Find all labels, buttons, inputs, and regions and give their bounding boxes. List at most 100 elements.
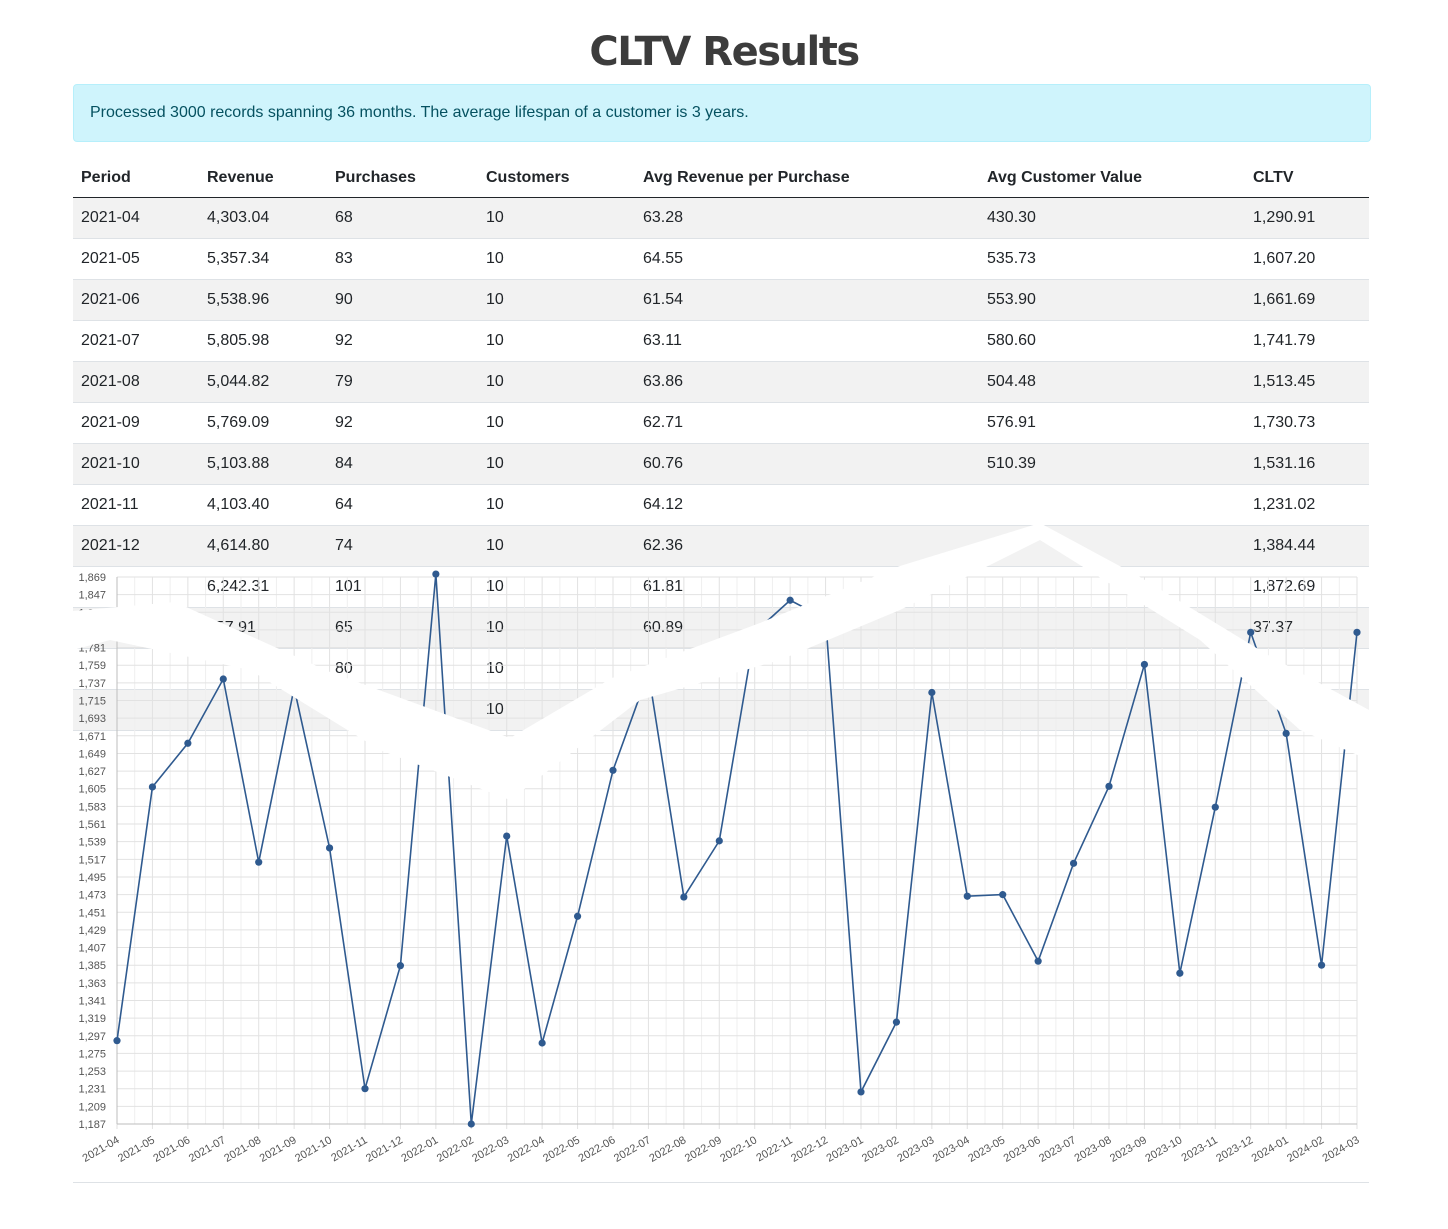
table-cell: 90	[327, 279, 478, 321]
table-cell: 2021-09	[73, 402, 199, 444]
table-cell: 62.71	[635, 402, 979, 444]
table-cell: 83	[327, 238, 478, 280]
table-cell: 1,661.69	[1245, 279, 1369, 321]
table-cell: 10	[478, 197, 635, 239]
x-tick-label: 2022-04	[506, 1134, 547, 1165]
table-cell: 10	[478, 279, 635, 321]
table-row: 2021-08 5,044.82 79 10 63.86 504.48 1,513.45	[73, 361, 1369, 403]
table-row: 2021-11 4,103.40 64 10 64.12 1,231.02	[73, 484, 1369, 526]
table-cell: 10	[478, 484, 635, 526]
x-tick-label: 2022-07	[612, 1134, 653, 1165]
table-cell	[979, 648, 1245, 690]
data-point	[715, 837, 723, 845]
table-cell	[635, 648, 979, 690]
table-cell: 64	[327, 484, 478, 526]
data-point	[1317, 961, 1326, 969]
table-cell: 10	[478, 525, 635, 567]
data-point	[573, 912, 582, 920]
table-row: 80 10	[73, 648, 1369, 690]
data-point	[680, 893, 688, 901]
table-cell: 10	[478, 361, 635, 403]
x-tick-label: 2022-05	[541, 1134, 582, 1165]
data-point	[538, 1039, 546, 1047]
table-row: 957.91 65 10 60.89 37.37	[73, 607, 1369, 649]
table-cell: 1,384.44	[1245, 525, 1369, 567]
bottom-divider	[73, 1182, 1369, 1183]
data-point	[1034, 957, 1042, 965]
results-table: Period Revenue Purchases Customers Avg Reven…	[73, 158, 1369, 731]
table-row: 2021-12 4,614.80 74 10 62.36 1,384.44	[73, 525, 1369, 567]
page-title: CLTV Results	[589, 29, 860, 75]
table-cell: 60.76	[635, 443, 979, 485]
x-tick-label: 2023-12	[1214, 1134, 1255, 1165]
table-cell: 10	[478, 566, 635, 608]
y-tick-label: 1,407	[78, 943, 106, 955]
table-cell: 10	[478, 402, 635, 444]
x-tick-label: 2021-08	[222, 1134, 263, 1165]
data-point	[1176, 969, 1184, 977]
y-tick-label: 1,649	[78, 748, 106, 760]
table-cell: 1,513.45	[1245, 361, 1369, 403]
table-cell: 2021-04	[73, 197, 199, 239]
table-cell	[979, 607, 1245, 649]
y-tick-label: 1,473	[78, 890, 106, 902]
y-tick-label: 1,341	[78, 995, 106, 1007]
data-point	[467, 1120, 475, 1128]
data-point	[113, 1037, 121, 1045]
table-cell	[199, 648, 327, 690]
data-point	[963, 892, 971, 900]
data-point	[1211, 803, 1219, 811]
table-cell: 430.30	[979, 197, 1245, 239]
table-row: 2021-06 5,538.96 90 10 61.54 553.90 1,661.69	[73, 279, 1369, 321]
x-tick-label: 2023-09	[1108, 1134, 1149, 1165]
x-tick-label: 2023-03	[895, 1134, 936, 1165]
x-tick-label: 2022-09	[683, 1134, 724, 1165]
x-tick-label: 2021-10	[293, 1134, 334, 1165]
table-cell	[635, 689, 979, 731]
data-point	[999, 891, 1007, 899]
x-tick-label: 2023-05	[966, 1134, 1007, 1165]
column-header: Period	[73, 158, 199, 198]
table-cell: 5,538.96	[199, 279, 327, 321]
x-tick-label: 2022-10	[718, 1134, 759, 1165]
x-tick-label: 2023-07	[1037, 1134, 1078, 1165]
x-tick-label: 2021-11	[329, 1134, 369, 1164]
table-row: 2021-04 4,303.04 68 10 63.28 430.30 1,290.91	[73, 197, 1369, 239]
table-cell: 10	[478, 320, 635, 362]
table-cell: 64.12	[635, 484, 979, 526]
x-tick-label: 2023-06	[1002, 1134, 1043, 1165]
table-cell: 80	[327, 648, 478, 690]
data-point	[184, 739, 192, 747]
table-cell	[73, 648, 199, 690]
table-cell: 553.90	[979, 279, 1245, 321]
table-cell: 1,730.73	[1245, 402, 1369, 444]
table-cell: 1,607.20	[1245, 238, 1369, 280]
table-cell: 2021-11	[73, 484, 199, 526]
x-tick-label: 2024-01	[1250, 1134, 1291, 1165]
y-tick-label: 1,209	[78, 1101, 106, 1113]
table-cell: 63.11	[635, 320, 979, 362]
table-cell: 65	[327, 607, 478, 649]
table-cell: 2021-05	[73, 238, 199, 280]
table-cell: 535.73	[979, 238, 1245, 280]
x-tick-label: 2022-02	[435, 1134, 476, 1165]
y-tick-label: 1,539	[78, 837, 106, 849]
y-tick-label: 1,451	[78, 907, 106, 919]
table-cell: 4,614.80	[199, 525, 327, 567]
data-point	[609, 766, 617, 774]
table-cell	[73, 566, 199, 608]
y-tick-label: 1,363	[78, 978, 106, 990]
table-cell	[979, 484, 1245, 526]
table-cell	[979, 525, 1245, 567]
table-cell: 74	[327, 525, 478, 567]
table-cell: 10	[478, 443, 635, 485]
table-cell: 576.91	[979, 402, 1245, 444]
table-cell: 10	[478, 648, 635, 690]
x-tick-label: 2023-08	[1073, 1134, 1114, 1165]
table-cell: 504.48	[979, 361, 1245, 403]
data-point	[1069, 859, 1078, 867]
table-cell: 2021-12	[73, 525, 199, 567]
column-header: Avg Revenue per Purchase	[635, 158, 979, 198]
x-tick-label: 2021-05	[116, 1134, 157, 1165]
table-cell	[327, 689, 478, 731]
